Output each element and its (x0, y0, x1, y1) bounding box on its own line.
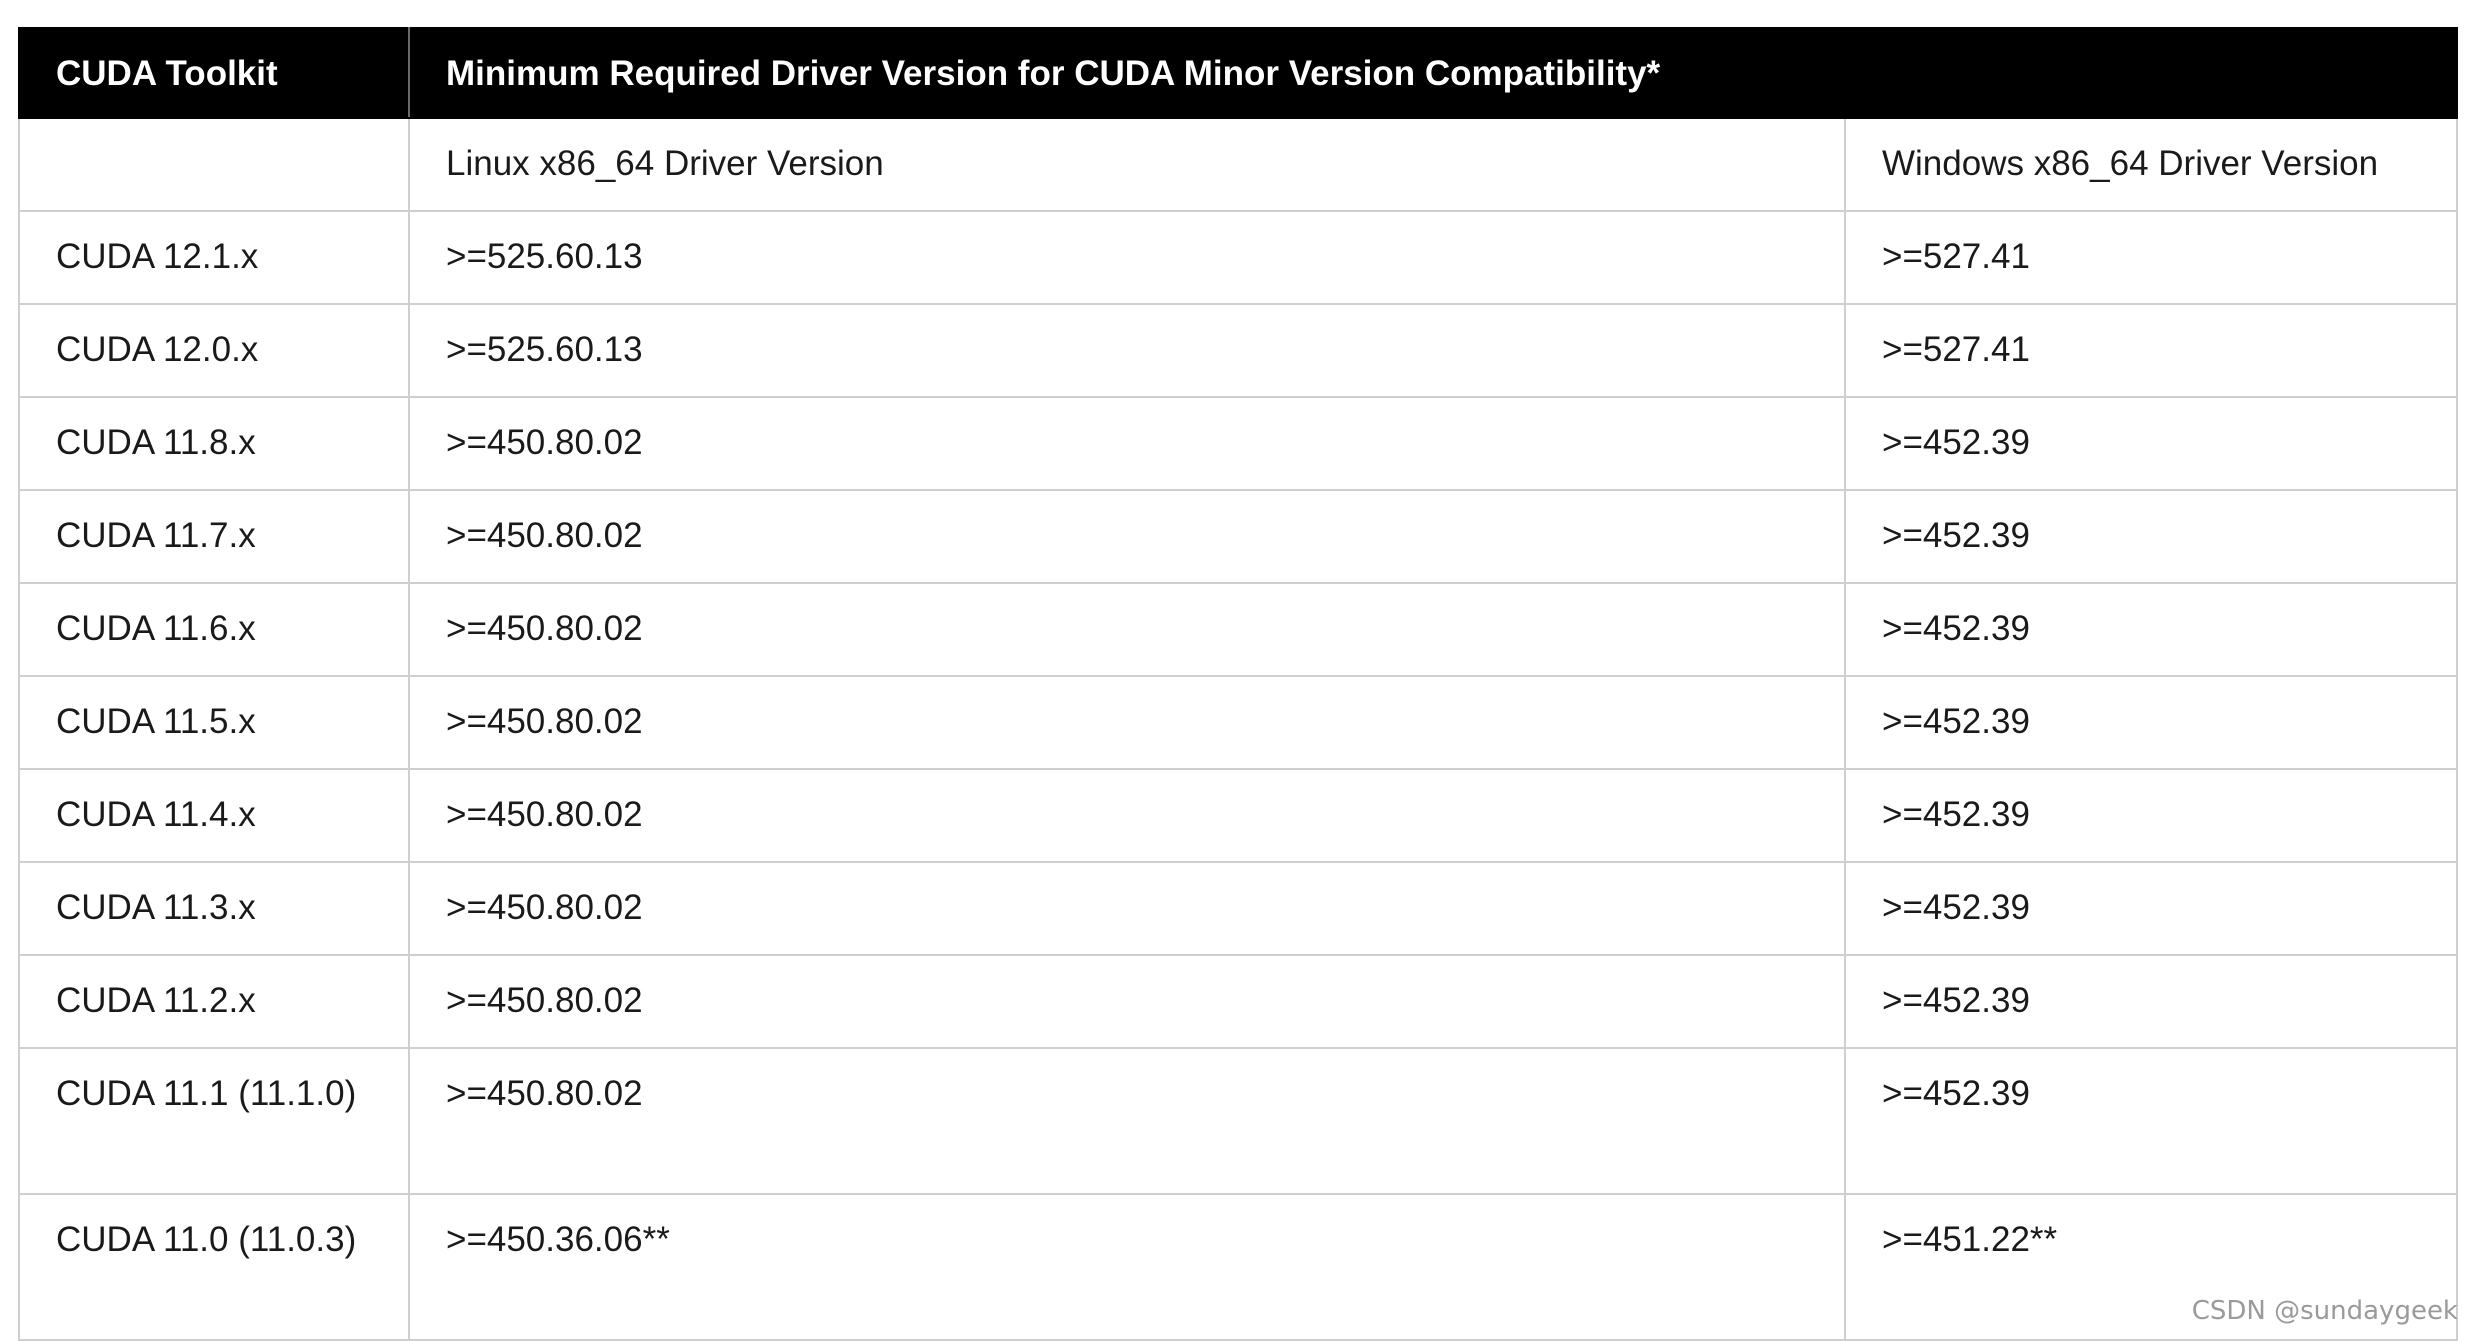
windows-driver-cell: >=451.22** (1843, 1193, 2459, 1341)
table-row: CUDA 11.2.x >=450.80.02 >=452.39 (18, 954, 2459, 1049)
toolkit-cell: CUDA 12.0.x (18, 303, 410, 398)
linux-driver-cell: >=450.80.02 (408, 489, 1846, 584)
table-row: CUDA 11.7.x >=450.80.02 >=452.39 (18, 489, 2459, 584)
windows-driver-cell: >=452.39 (1843, 582, 2459, 677)
toolkit-cell: CUDA 11.4.x (18, 768, 410, 863)
table-row: CUDA 11.5.x >=450.80.02 >=452.39 (18, 675, 2459, 770)
table-row: CUDA 11.4.x >=450.80.02 >=452.39 (18, 768, 2459, 863)
toolkit-cell: CUDA 11.6.x (18, 582, 410, 677)
table-row: CUDA 11.1 (11.1.0) >=450.80.02 >=452.39 (18, 1047, 2459, 1195)
linux-driver-cell: >=525.60.13 (408, 210, 1846, 305)
linux-driver-cell: >=450.36.06** (408, 1193, 1846, 1341)
linux-driver-cell: >=450.80.02 (408, 582, 1846, 677)
windows-driver-cell: >=452.39 (1843, 861, 2459, 956)
toolkit-cell: CUDA 12.1.x (18, 210, 410, 305)
table-row: CUDA 11.8.x >=450.80.02 >=452.39 (18, 396, 2459, 491)
linux-driver-cell: >=525.60.13 (408, 303, 1846, 398)
toolkit-cell: CUDA 11.5.x (18, 675, 410, 770)
linux-driver-cell: >=450.80.02 (408, 861, 1846, 956)
table-row: CUDA 12.1.x >=525.60.13 >=527.41 (18, 210, 2459, 305)
watermark: CSDN @sundaygeek (2191, 1296, 2458, 1326)
header-row: CUDA Toolkit Minimum Required Driver Ver… (18, 27, 2459, 119)
table-row: CUDA 12.0.x >=525.60.13 >=527.41 (18, 303, 2459, 398)
windows-driver-cell: >=452.39 (1843, 1047, 2459, 1195)
subheader-row: Linux x86_64 Driver Version Windows x86_… (18, 117, 2459, 212)
cuda-driver-compat-table-container: CUDA Toolkit Minimum Required Driver Ver… (18, 27, 2459, 1341)
windows-driver-cell: >=452.39 (1843, 954, 2459, 1049)
subheader-linux: Linux x86_64 Driver Version (408, 117, 1846, 212)
header-cuda-toolkit: CUDA Toolkit (18, 27, 410, 119)
toolkit-cell: CUDA 11.1 (11.1.0) (18, 1047, 410, 1195)
toolkit-cell: CUDA 11.2.x (18, 954, 410, 1049)
subheader-windows: Windows x86_64 Driver Version (1843, 117, 2459, 212)
windows-driver-cell: >=452.39 (1843, 396, 2459, 491)
linux-driver-cell: >=450.80.02 (408, 396, 1846, 491)
linux-driver-cell: >=450.80.02 (408, 768, 1846, 863)
linux-driver-cell: >=450.80.02 (408, 954, 1846, 1049)
table-row: CUDA 11.6.x >=450.80.02 >=452.39 (18, 582, 2459, 677)
toolkit-cell: CUDA 11.3.x (18, 861, 410, 956)
windows-driver-cell: >=452.39 (1843, 675, 2459, 770)
windows-driver-cell: >=527.41 (1843, 303, 2459, 398)
linux-driver-cell: >=450.80.02 (408, 675, 1846, 770)
table-row: CUDA 11.3.x >=450.80.02 >=452.39 (18, 861, 2459, 956)
header-min-driver-version: Minimum Required Driver Version for CUDA… (407, 27, 2459, 119)
windows-driver-cell: >=452.39 (1843, 768, 2459, 863)
toolkit-cell: CUDA 11.8.x (18, 396, 410, 491)
windows-driver-cell: >=452.39 (1843, 489, 2459, 584)
cuda-driver-compat-table: CUDA Toolkit Minimum Required Driver Ver… (18, 27, 2459, 1341)
linux-driver-cell: >=450.80.02 (408, 1047, 1846, 1195)
toolkit-cell: CUDA 11.7.x (18, 489, 410, 584)
table-row: CUDA 11.0 (11.0.3) >=450.36.06** >=451.2… (18, 1193, 2459, 1341)
subheader-empty (18, 117, 410, 212)
windows-driver-cell: >=527.41 (1843, 210, 2459, 305)
toolkit-cell: CUDA 11.0 (11.0.3) (18, 1193, 410, 1341)
